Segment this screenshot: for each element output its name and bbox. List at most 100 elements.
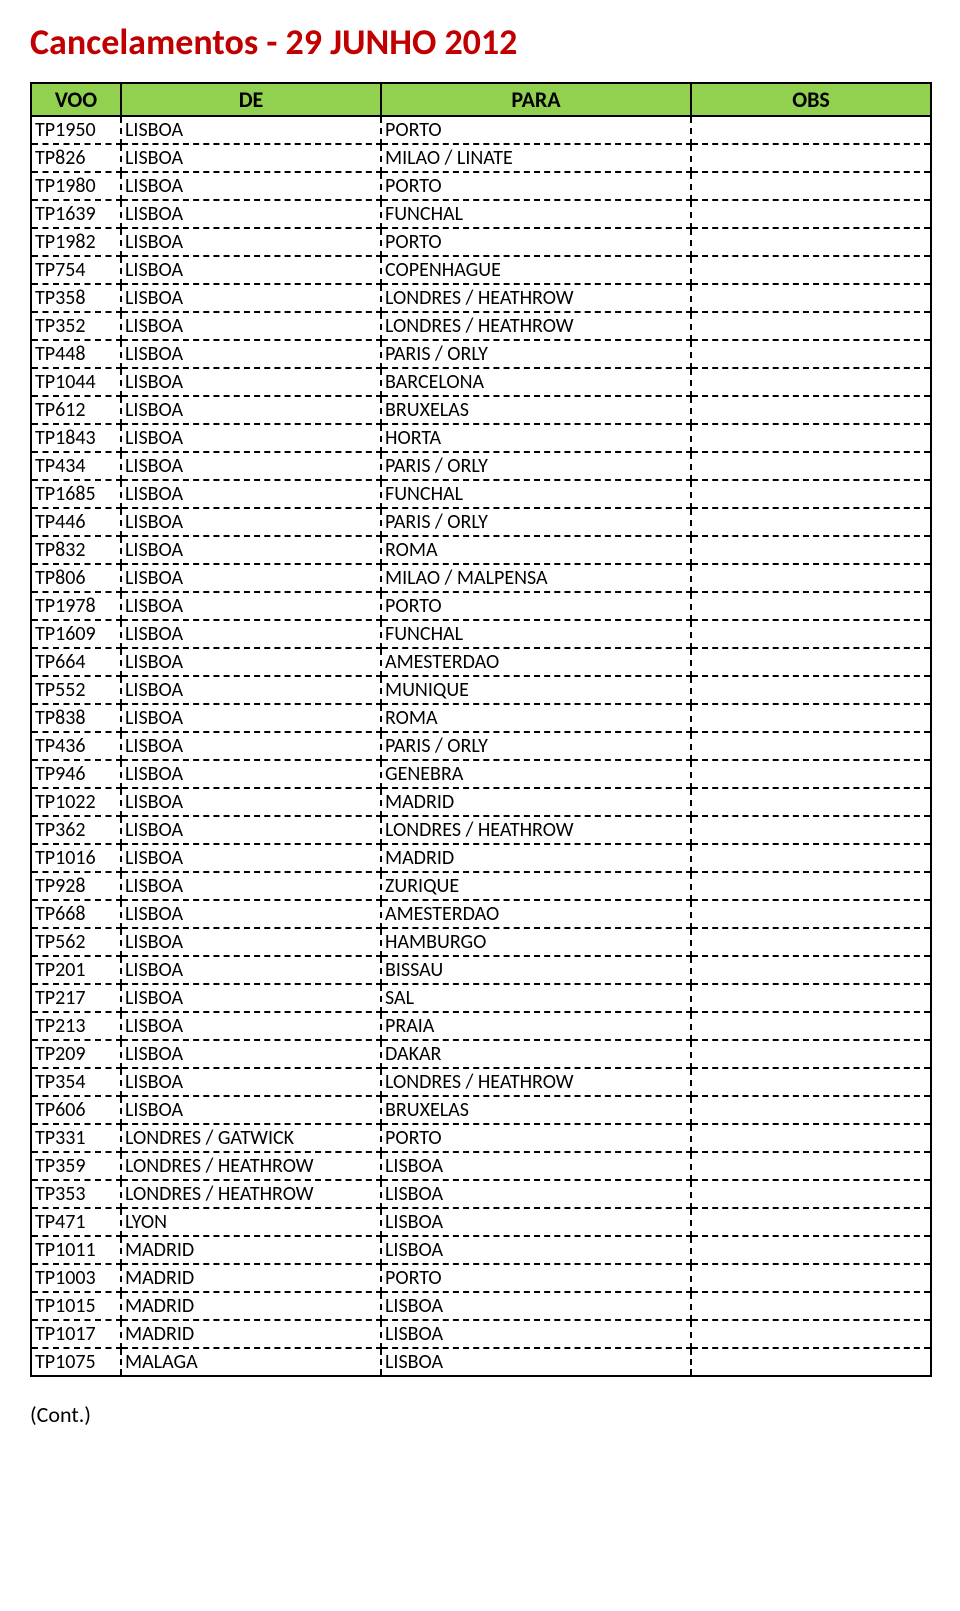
table-header-row: VOO DE PARA OBS bbox=[31, 83, 931, 116]
cell-para: SAL bbox=[381, 984, 691, 1012]
cell-voo: TP331 bbox=[31, 1124, 121, 1152]
cell-obs bbox=[691, 1180, 931, 1208]
cell-para: LISBOA bbox=[381, 1180, 691, 1208]
cell-voo: TP213 bbox=[31, 1012, 121, 1040]
cell-para: PORTO bbox=[381, 116, 691, 144]
cell-para: PORTO bbox=[381, 228, 691, 256]
table-row: TP362LISBOALONDRES / HEATHROW bbox=[31, 816, 931, 844]
cell-de: LISBOA bbox=[121, 228, 381, 256]
cell-voo: TP1609 bbox=[31, 620, 121, 648]
cell-de: LYON bbox=[121, 1208, 381, 1236]
cell-voo: TP1016 bbox=[31, 844, 121, 872]
cell-voo: TP1022 bbox=[31, 788, 121, 816]
cell-obs bbox=[691, 284, 931, 312]
table-row: TP928LISBOAZURIQUE bbox=[31, 872, 931, 900]
table-row: TP1982LISBOAPORTO bbox=[31, 228, 931, 256]
cell-para: DAKAR bbox=[381, 1040, 691, 1068]
cell-de: LONDRES / GATWICK bbox=[121, 1124, 381, 1152]
cell-obs bbox=[691, 1012, 931, 1040]
cell-obs bbox=[691, 564, 931, 592]
cell-para: PARIS / ORLY bbox=[381, 732, 691, 760]
cell-para: BISSAU bbox=[381, 956, 691, 984]
table-row: TP436LISBOAPARIS / ORLY bbox=[31, 732, 931, 760]
cell-obs bbox=[691, 788, 931, 816]
cell-obs bbox=[691, 1208, 931, 1236]
cell-obs bbox=[691, 928, 931, 956]
cell-voo: TP353 bbox=[31, 1180, 121, 1208]
cell-voo: TP471 bbox=[31, 1208, 121, 1236]
cell-obs bbox=[691, 312, 931, 340]
cell-obs bbox=[691, 480, 931, 508]
cell-de: LISBOA bbox=[121, 900, 381, 928]
cell-de: LISBOA bbox=[121, 312, 381, 340]
table-row: TP1950LISBOAPORTO bbox=[31, 116, 931, 144]
cell-de: LISBOA bbox=[121, 116, 381, 144]
cell-para: LONDRES / HEATHROW bbox=[381, 284, 691, 312]
cell-para: PARIS / ORLY bbox=[381, 508, 691, 536]
cell-obs bbox=[691, 340, 931, 368]
cell-para: BRUXELAS bbox=[381, 396, 691, 424]
cell-de: LISBOA bbox=[121, 1040, 381, 1068]
header-voo: VOO bbox=[31, 83, 121, 116]
cell-para: GENEBRA bbox=[381, 760, 691, 788]
cell-voo: TP436 bbox=[31, 732, 121, 760]
table-row: TP331LONDRES / GATWICKPORTO bbox=[31, 1124, 931, 1152]
cell-para: PORTO bbox=[381, 1124, 691, 1152]
cell-para: LISBOA bbox=[381, 1292, 691, 1320]
table-row: TP754LISBOACOPENHAGUE bbox=[31, 256, 931, 284]
table-row: TP1980LISBOAPORTO bbox=[31, 172, 931, 200]
cell-de: LISBOA bbox=[121, 480, 381, 508]
cell-voo: TP358 bbox=[31, 284, 121, 312]
cell-de: LISBOA bbox=[121, 872, 381, 900]
cell-de: LISBOA bbox=[121, 760, 381, 788]
cell-de: LISBOA bbox=[121, 732, 381, 760]
cell-obs bbox=[691, 648, 931, 676]
cell-obs bbox=[691, 676, 931, 704]
cell-para: ROMA bbox=[381, 704, 691, 732]
cell-para: MADRID bbox=[381, 844, 691, 872]
cell-para: BRUXELAS bbox=[381, 1096, 691, 1124]
cell-voo: TP209 bbox=[31, 1040, 121, 1068]
cell-de: LISBOA bbox=[121, 424, 381, 452]
cell-obs bbox=[691, 1348, 931, 1376]
cell-voo: TP354 bbox=[31, 1068, 121, 1096]
table-row: TP838LISBOAROMA bbox=[31, 704, 931, 732]
table-row: TP1075MALAGALISBOA bbox=[31, 1348, 931, 1376]
cell-de: LISBOA bbox=[121, 1096, 381, 1124]
cell-voo: TP832 bbox=[31, 536, 121, 564]
cell-de: LISBOA bbox=[121, 284, 381, 312]
cell-obs bbox=[691, 816, 931, 844]
cell-de: LISBOA bbox=[121, 704, 381, 732]
table-row: TP1003MADRIDPORTO bbox=[31, 1264, 931, 1292]
cancellations-table: VOO DE PARA OBS TP1950LISBOAPORTOTP826LI… bbox=[30, 82, 932, 1377]
table-row: TP209LISBOADAKAR bbox=[31, 1040, 931, 1068]
cell-obs bbox=[691, 760, 931, 788]
cell-voo: TP806 bbox=[31, 564, 121, 592]
cell-obs bbox=[691, 424, 931, 452]
cell-obs bbox=[691, 732, 931, 760]
cell-de: LISBOA bbox=[121, 816, 381, 844]
cell-voo: TP664 bbox=[31, 648, 121, 676]
cell-para: LONDRES / HEATHROW bbox=[381, 1068, 691, 1096]
cell-para: PARIS / ORLY bbox=[381, 452, 691, 480]
cell-para: LISBOA bbox=[381, 1236, 691, 1264]
cell-para: HORTA bbox=[381, 424, 691, 452]
cell-para: AMESTERDAO bbox=[381, 648, 691, 676]
cell-voo: TP359 bbox=[31, 1152, 121, 1180]
cell-obs bbox=[691, 228, 931, 256]
cell-obs bbox=[691, 844, 931, 872]
cell-para: FUNCHAL bbox=[381, 620, 691, 648]
cell-de: MALAGA bbox=[121, 1348, 381, 1376]
cell-voo: TP362 bbox=[31, 816, 121, 844]
cell-obs bbox=[691, 1320, 931, 1348]
cell-de: LONDRES / HEATHROW bbox=[121, 1180, 381, 1208]
cell-para: AMESTERDAO bbox=[381, 900, 691, 928]
cell-voo: TP446 bbox=[31, 508, 121, 536]
cell-para: LISBOA bbox=[381, 1320, 691, 1348]
cell-de: LISBOA bbox=[121, 928, 381, 956]
cell-voo: TP552 bbox=[31, 676, 121, 704]
cell-de: LISBOA bbox=[121, 1068, 381, 1096]
cell-obs bbox=[691, 508, 931, 536]
table-row: TP806LISBOAMILAO / MALPENSA bbox=[31, 564, 931, 592]
cell-de: LISBOA bbox=[121, 788, 381, 816]
